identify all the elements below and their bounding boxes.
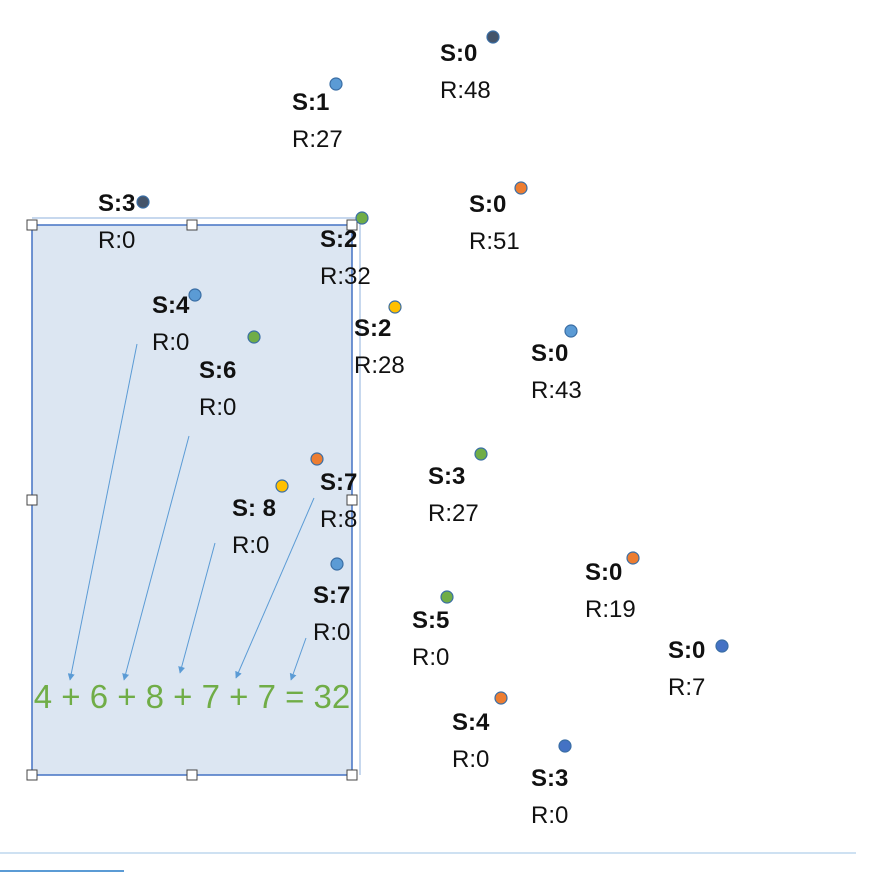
node-r-value: R:27 <box>292 126 343 153</box>
node-label: S:2 R:32 <box>320 221 371 295</box>
node-r-value: R:28 <box>354 352 405 379</box>
node-s-value: S:3 <box>531 765 569 792</box>
node-label: S:6 R:0 <box>199 352 236 426</box>
node-label: S:0 R:51 <box>469 186 520 260</box>
node-dot <box>440 590 454 604</box>
resize-handle-bottom-center[interactable] <box>186 769 198 781</box>
node-dot <box>494 691 508 705</box>
node-r-value: R:0 <box>412 644 450 671</box>
node-s-value: S:4 <box>152 292 190 319</box>
node-dot <box>355 211 369 225</box>
node-s-value: S:7 <box>313 582 351 609</box>
node-s-value: S:4 <box>452 709 490 736</box>
node-label: S: 8 R:0 <box>232 490 276 564</box>
node-label: S:7 R:0 <box>313 577 350 651</box>
node-dot <box>558 739 572 753</box>
arrows <box>67 343 315 681</box>
node-dot <box>474 447 488 461</box>
arrow-from-s8 <box>178 542 216 674</box>
resize-handle-top-left[interactable] <box>26 219 38 231</box>
resize-handle-bottom-left[interactable] <box>26 769 38 781</box>
node-r-value: R:43 <box>531 377 582 404</box>
node-s-value: S:7 <box>320 469 358 496</box>
node-label: S:3 R:0 <box>531 760 568 834</box>
node-s-value: S:0 <box>668 637 706 664</box>
node-s-value: S:3 <box>428 463 466 490</box>
node-r-value: R:48 <box>440 77 491 104</box>
node-r-value: R:0 <box>199 394 237 421</box>
node-r-value: R:0 <box>452 746 490 773</box>
resize-handle-top-right[interactable] <box>346 219 358 231</box>
node-label: S:3 R:27 <box>428 458 479 532</box>
node-s-value: S:5 <box>412 607 450 634</box>
node-s-value: S:0 <box>585 559 623 586</box>
node-dot <box>564 324 578 338</box>
node-s-value: S:0 <box>440 40 478 67</box>
arrow-from-s6 <box>122 435 190 681</box>
node-dot <box>247 330 261 344</box>
arrow-from-s4 <box>67 343 138 681</box>
node-r-value: R:32 <box>320 263 371 290</box>
node-label: S:7 R:8 <box>320 464 357 538</box>
arrow-from-s7-r0 <box>289 637 307 681</box>
node-label: S:4 R:0 <box>152 287 189 361</box>
node-label: S:2 R:28 <box>354 310 405 384</box>
resize-handle-top-center[interactable] <box>186 219 198 231</box>
node-label: S:5 R:0 <box>412 602 449 676</box>
arrow-from-s7-r8 <box>235 497 315 679</box>
node-dot <box>514 181 528 195</box>
node-s-value: S:2 <box>320 226 358 253</box>
node-s-value: S: 8 <box>232 495 277 522</box>
node-s-value: S:1 <box>292 89 330 116</box>
resize-handle-middle-right[interactable] <box>346 494 358 506</box>
node-label: S:1 R:27 <box>292 84 343 158</box>
node-s-value: S:2 <box>354 315 392 342</box>
node-r-value: R:0 <box>152 329 190 356</box>
node-label: S:4 R:0 <box>452 704 489 778</box>
node-dot <box>330 557 344 571</box>
node-s-value: S:0 <box>531 340 569 367</box>
node-dot <box>310 452 324 466</box>
node-r-value: R:8 <box>320 506 358 533</box>
node-dot <box>486 30 500 44</box>
node-dot <box>275 479 289 493</box>
node-s-value: S:6 <box>199 357 237 384</box>
resize-handles[interactable] <box>26 219 358 781</box>
node-label: S:0 R:19 <box>585 554 636 628</box>
node-r-value: R:51 <box>469 228 520 255</box>
node-dot <box>388 300 402 314</box>
node-label: S:0 R:48 <box>440 35 491 109</box>
node-r-value: R:19 <box>585 596 636 623</box>
node-r-value: R:0 <box>232 532 270 559</box>
node-dot <box>329 77 343 91</box>
resize-handle-middle-left[interactable] <box>26 494 38 506</box>
node-r-value: R:7 <box>668 674 706 701</box>
node-r-value: R:27 <box>428 500 479 527</box>
node-dot <box>626 551 640 565</box>
sum-equation-text[interactable]: 4 + 6 + 8 + 7 + 7 = 32 <box>33 678 351 715</box>
node-label: S:0 R:7 <box>668 632 705 706</box>
node-r-value: R:0 <box>98 227 136 254</box>
node-s-value: S:0 <box>469 191 507 218</box>
node-label: S:3 R:0 <box>98 185 135 259</box>
node-dot <box>136 195 150 209</box>
node-dot <box>188 288 202 302</box>
node-s-value: S:3 <box>98 190 136 217</box>
node-label: S:0 R:43 <box>531 335 582 409</box>
selection-rectangle[interactable] <box>31 224 353 776</box>
node-dots <box>136 30 729 753</box>
node-dot <box>715 639 729 653</box>
resize-handle-bottom-right[interactable] <box>346 769 358 781</box>
node-r-value: R:0 <box>313 619 351 646</box>
node-r-value: R:0 <box>531 802 569 829</box>
